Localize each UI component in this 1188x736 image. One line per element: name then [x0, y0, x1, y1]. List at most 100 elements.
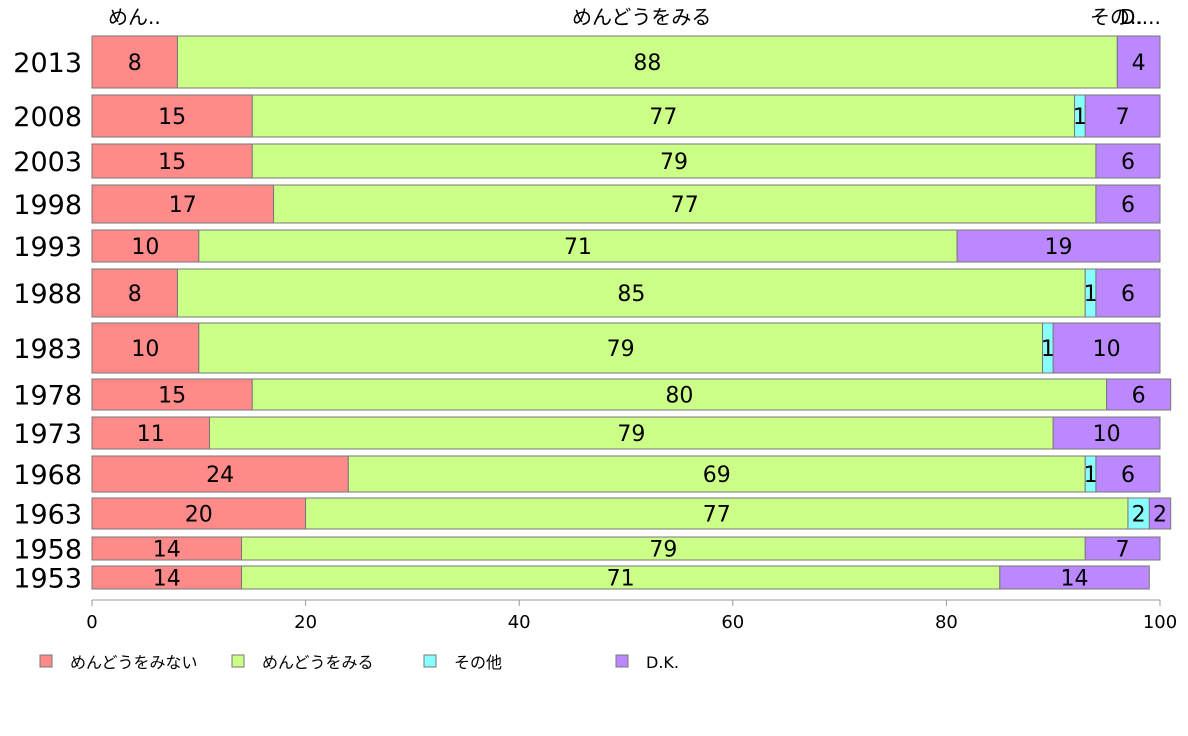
bar-row: 1958 14 79 7 [13, 535, 1161, 566]
bar-segment [198, 322, 1044, 374]
bar-segment [1052, 322, 1161, 374]
value-label: 1 [1041, 337, 1055, 362]
value-label: 10 [131, 235, 159, 260]
value-label: 71 [564, 235, 592, 260]
value-label: 15 [158, 384, 186, 409]
year-label: 1973 [13, 419, 82, 450]
legend-label: その他 [454, 653, 502, 672]
bar-segment [251, 143, 1097, 179]
bar-row: 1988 8 85 1 6 [13, 268, 1161, 318]
value-label: 24 [206, 463, 234, 488]
year-label: 1998 [13, 190, 82, 221]
value-label: 10 [131, 337, 159, 362]
value-label: 7 [1116, 105, 1130, 130]
value-label: 88 [633, 51, 661, 76]
bar-segment [176, 35, 1118, 89]
value-label: 14 [1061, 567, 1089, 592]
value-label: 6 [1121, 150, 1135, 175]
bar-segment [1116, 35, 1161, 89]
bar-row: 1973 11 79 10 [13, 416, 1161, 450]
year-label: 2008 [13, 102, 82, 133]
bar-segment [1095, 143, 1161, 179]
bar-row: 1993 10 71 19 [13, 229, 1161, 263]
top-series-label: D.... [1120, 5, 1161, 29]
value-label: 19 [1045, 235, 1073, 260]
value-label: 77 [671, 193, 699, 218]
value-label: 4 [1132, 51, 1146, 76]
bar-row: 1983 10 79 1 10 [13, 322, 1161, 374]
year-label: 1978 [13, 381, 82, 412]
year-label: 1983 [13, 334, 82, 365]
value-label: 6 [1121, 463, 1135, 488]
bar-segment [999, 565, 1150, 590]
value-label: 71 [607, 567, 635, 592]
bar-segment [91, 378, 253, 411]
bar-segment [91, 229, 200, 263]
value-label: 11 [137, 422, 165, 447]
x-axis: 0 20 40 60 80 100 [86, 599, 1177, 633]
bar-row: 1978 15 80 6 [13, 378, 1172, 412]
value-label: 2 [1132, 503, 1146, 528]
bar-row: 2013 8 88 4 [13, 35, 1161, 89]
bar-segment [251, 94, 1076, 138]
bar-segment [91, 268, 178, 318]
bar-row: 1953 14 71 14 [13, 564, 1150, 595]
bar-segment [1084, 94, 1161, 138]
x-tick-label: 0 [86, 612, 97, 633]
value-label: 8 [128, 51, 142, 76]
x-tick-label: 40 [508, 612, 531, 633]
value-label: 85 [617, 282, 645, 307]
value-label: 1 [1084, 463, 1098, 488]
value-label: 6 [1121, 282, 1135, 307]
year-label: 1958 [13, 535, 82, 566]
x-tick-label: 100 [1143, 612, 1177, 633]
value-label: 2 [1153, 503, 1167, 528]
value-label: 6 [1121, 193, 1135, 218]
bar-segment [273, 184, 1097, 224]
year-label: 1963 [13, 500, 82, 531]
top-series-label: めんどうをみる [572, 5, 711, 29]
value-label: 69 [703, 463, 731, 488]
legend-label: めんどうをみる [262, 653, 374, 672]
year-label: 1968 [13, 460, 82, 491]
legend-swatch [615, 654, 629, 668]
bar-row: 1998 17 77 6 [13, 184, 1161, 224]
value-label: 79 [649, 538, 677, 563]
value-label: 79 [607, 337, 635, 362]
year-label: 1993 [13, 232, 82, 263]
value-label: 8 [128, 282, 142, 307]
bar-segment [208, 416, 1054, 450]
bar-segment [956, 229, 1161, 263]
value-label: 77 [703, 503, 731, 528]
year-label: 1988 [13, 279, 82, 310]
legend: めんどうをみない めんどうをみる その他 D.K. [39, 653, 679, 672]
bar-segment [1106, 378, 1172, 411]
x-tick-label: 20 [294, 612, 317, 633]
legend-swatch [231, 654, 245, 668]
value-label: 14 [153, 538, 181, 563]
bar-segment [91, 184, 275, 224]
year-label: 1953 [13, 564, 82, 595]
top-series-label: その.. [1090, 5, 1143, 29]
top-series-labels: めん.. めんどうをみる その..D.... [108, 5, 1161, 29]
x-tick-label: 80 [935, 612, 958, 633]
bar-row: 1968 24 69 1 6 [13, 455, 1161, 493]
bar-segment [176, 268, 1086, 318]
bar-segment [1095, 184, 1161, 224]
bar-segment [305, 497, 1129, 530]
bar-segment [91, 497, 307, 530]
bar-segment [91, 455, 349, 493]
value-label: 10 [1093, 422, 1121, 447]
value-label: 15 [158, 105, 186, 130]
legend-swatch [423, 654, 437, 668]
bar-segment [91, 322, 200, 374]
value-label: 15 [158, 150, 186, 175]
bar-row: 2003 15 79 6 [13, 143, 1161, 179]
value-label: 17 [169, 193, 197, 218]
bar-segment [1095, 455, 1161, 493]
value-label: 14 [153, 567, 181, 592]
bar-segment [91, 35, 178, 89]
bar-row: 1963 20 77 2 2 [13, 497, 1172, 531]
value-label: 1 [1073, 105, 1087, 130]
